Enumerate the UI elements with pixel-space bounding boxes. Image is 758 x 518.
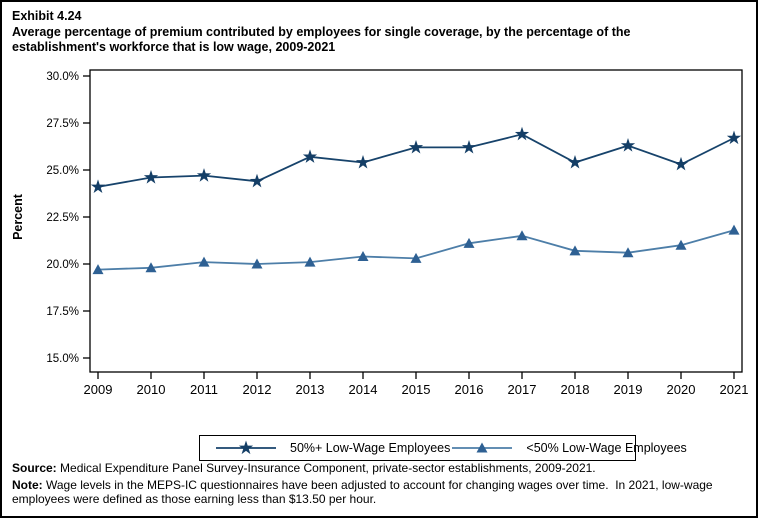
data-point-marker [569,245,581,256]
data-point-marker [463,237,475,248]
data-point-marker [622,247,634,258]
x-tick-label: 2014 [349,382,378,397]
source-line: Source: Medical Expenditure Panel Survey… [12,461,752,476]
data-point-marker [516,230,528,241]
source-label: Source: [12,461,57,475]
data-point-marker [357,250,369,261]
x-tick-label: 2018 [561,382,590,397]
y-tick-label: 30.0% [46,71,79,83]
triangle-marker-icon [452,442,513,453]
x-tick-label: 2020 [667,382,696,397]
data-point-marker [673,156,689,171]
data-point-marker [726,130,742,145]
x-tick-label: 2019 [614,382,643,397]
legend-label: <50% Low-Wage Employees [526,441,687,455]
data-point-marker [567,154,583,169]
header: Exhibit 4.24 Average percentage of premi… [12,9,722,56]
exhibit-number: Exhibit 4.24 [12,9,82,23]
data-point-marker [675,239,687,250]
chart-legend: 50%+ Low-Wage Employees <50% Low-Wage Em… [199,435,687,461]
star-marker-icon [216,440,276,455]
x-tick-label: 2017 [508,382,537,397]
data-point-marker [408,139,424,154]
data-point-marker [410,252,422,263]
x-tick-label: 2009 [84,382,113,397]
data-point-marker [196,168,212,182]
y-tick-label: 27.5% [46,118,79,130]
data-point-marker [304,256,316,267]
legend-label: 50%+ Low-Wage Employees [290,441,451,455]
x-tick-label: 2011 [190,382,218,397]
x-tick-label: 2015 [402,382,431,397]
x-tick-label: 2010 [137,382,166,397]
x-tick-label: 2012 [243,382,272,397]
y-tick-label: 17.5% [46,306,79,318]
data-point-marker [514,126,530,141]
note-text: Wage levels in the MEPS-IC questionnaire… [12,477,716,507]
y-axis-title: Percent [11,193,25,240]
data-point-marker [249,173,265,188]
note-label: Note: [12,477,43,492]
data-point-marker [302,149,318,163]
data-point-marker [143,170,159,184]
plot-border [89,69,743,373]
data-point-marker [92,264,104,275]
footer: Source: Medical Expenditure Panel Survey… [12,461,752,509]
legend-entry-high-lowwage: 50%+ Low-Wage Employees [214,439,450,457]
x-tick-label: 2021 [720,382,749,397]
y-tick-label: 25.0% [46,165,79,177]
data-point-marker [90,179,106,193]
data-point-marker [355,154,371,169]
source-text: Medical Expenditure Panel Survey-Insuran… [56,461,596,475]
note-line: Note: Wage levels in the MEPS-IC questio… [12,478,752,507]
y-tick-label: 22.5% [46,212,79,224]
line-chart: 15.0% 17.5% 20.0% 22.5% 25.0% 27.5% 30.0% Perce… [11,69,749,397]
data-point-marker [728,224,740,235]
data-point-marker [145,262,157,273]
data-point-marker [198,256,210,267]
chart-title: Average percentage of premium contribute… [12,24,631,55]
y-tick-label: 15.0% [46,353,79,365]
y-tick-label: 20.0% [46,259,79,271]
legend-entry-low-lowwage: <50% Low-Wage Employees [450,439,687,457]
data-point-marker [251,258,263,269]
data-point-marker [620,138,636,152]
x-tick-label: 2016 [455,382,484,397]
x-tick-label: 2013 [296,382,325,397]
data-point-marker [461,139,477,154]
